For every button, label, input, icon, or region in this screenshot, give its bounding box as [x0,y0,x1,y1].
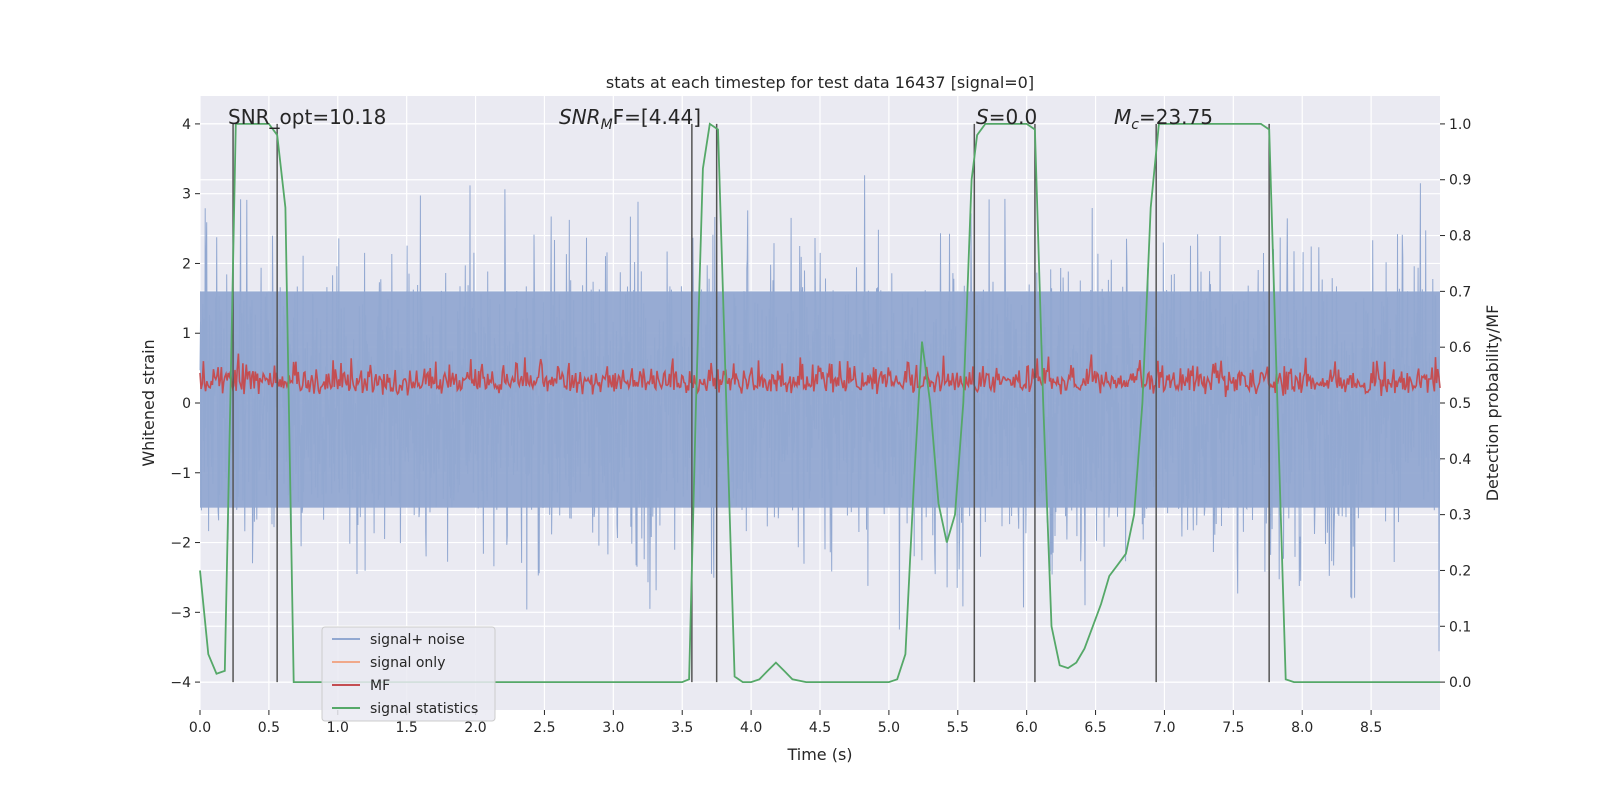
annotation-snr-mf: SNRMF=[4.44] [559,105,701,133]
annotation-snr-mf-prefix: SNR [559,105,601,129]
x-tick-label-10: 5.0 [878,720,900,736]
y2-tick-label-8: 0.8 [1449,229,1471,245]
y2-tick-label-2: 0.2 [1449,563,1471,579]
signal-noise-series [199,175,1441,652]
mf-series [199,353,1441,398]
y2-tick-label-9: 0.9 [1449,173,1471,189]
signal-statistics-line [199,122,1440,683]
annotation-snr-mf-suffix: F=[4.44] [613,105,701,129]
x-axis-label: Time (s) [786,745,852,764]
annotation-mc: Mc=23.75 [1114,105,1213,133]
y2-tick-label-0: 0.0 [1449,675,1471,691]
legend-box [321,626,496,722]
y-tick-label-7: 3 [182,187,191,203]
x-tick-label-16: 8.0 [1291,720,1313,736]
annotation-snr-mf-sub: M [601,117,613,133]
y-tick-label-1: −3 [170,605,191,621]
y2-axis-label: Detection probability/MF [1483,305,1502,502]
y2-tick-label-3: 0.3 [1449,508,1471,524]
y-tick-label-0: −4 [170,675,191,691]
y-tick-label-3: −1 [170,466,191,482]
y-tick-label-5: 1 [182,326,191,342]
legend: signal+ noise signal only MF signal stat… [321,626,496,722]
x-tick-label-5: 2.5 [533,720,555,736]
annotation-s-prefix: S [976,105,989,129]
legend-label-signal-statistics: signal statistics [370,701,478,717]
x-tick-label-6: 3.0 [602,720,624,736]
x-tick-label-14: 7.0 [1153,720,1175,736]
x-tick-label-15: 7.5 [1222,720,1244,736]
chart-title: stats at each timestep for test data 164… [606,73,1034,92]
x-tick-label-13: 6.5 [1084,720,1106,736]
x-tick-label-8: 4.0 [740,720,762,736]
annotation-s-suffix: =0.0 [989,105,1038,129]
x-tick-label-0: 0.0 [189,720,211,736]
x-tick-label-17: 8.5 [1360,720,1382,736]
y2-axis-ticks: 0.0 0.1 0.2 0.3 0.4 0.5 0.6 0.7 0.8 0.9 1.0 [1440,117,1471,691]
x-tick-label-12: 6.0 [1016,720,1038,736]
x-tick-label-9: 4.5 [809,720,831,736]
y-tick-label-8: 4 [182,117,191,133]
y-tick-label-2: −2 [170,536,191,552]
legend-label-signal-only: signal only [370,655,445,671]
annotation-s: S=0.0 [976,105,1037,129]
vertical-markers [232,123,1270,683]
y-tick-label-6: 2 [182,256,191,272]
annotation-mc-suffix: =23.75 [1139,105,1213,129]
y2-tick-label-4: 0.4 [1449,452,1471,468]
x-tick-label-3: 1.5 [396,720,418,736]
y2-tick-label-5: 0.5 [1449,396,1471,412]
x-tick-label-2: 1.0 [327,720,349,736]
x-tick-label-11: 5.5 [947,720,969,736]
annotation-mc-prefix: M [1114,105,1131,129]
mf-line [199,353,1441,398]
y2-tick-label-10: 1.0 [1449,117,1471,133]
x-tick-label-4: 2.0 [464,720,486,736]
legend-label-mf: MF [370,678,390,694]
legend-label-signal-noise: signal+ noise [370,632,465,648]
x-axis-ticks: 0.0 0.5 1.0 1.5 2.0 2.5 3.0 3.5 4.0 4.5 5.0 5.5 6.0 6… [189,710,1382,736]
y2-tick-label-6: 0.6 [1449,340,1471,356]
signal-noise-line [199,175,1441,652]
y-axis-label: Whitened strain [139,339,158,466]
x-tick-label-1: 0.5 [258,720,280,736]
y2-tick-label-1: 0.1 [1449,619,1471,635]
y-axis-ticks: −4 −3 −2 −1 0 1 2 3 4 [170,117,200,691]
signal-statistics-series [199,122,1440,683]
y-tick-label-4: 0 [182,396,191,412]
y2-tick-label-7: 0.7 [1449,284,1471,300]
annotation-snr-opt: SNR_opt=10.18 [228,105,386,129]
x-tick-label-7: 3.5 [671,720,693,736]
annotation-mc-sub: c [1131,117,1139,133]
